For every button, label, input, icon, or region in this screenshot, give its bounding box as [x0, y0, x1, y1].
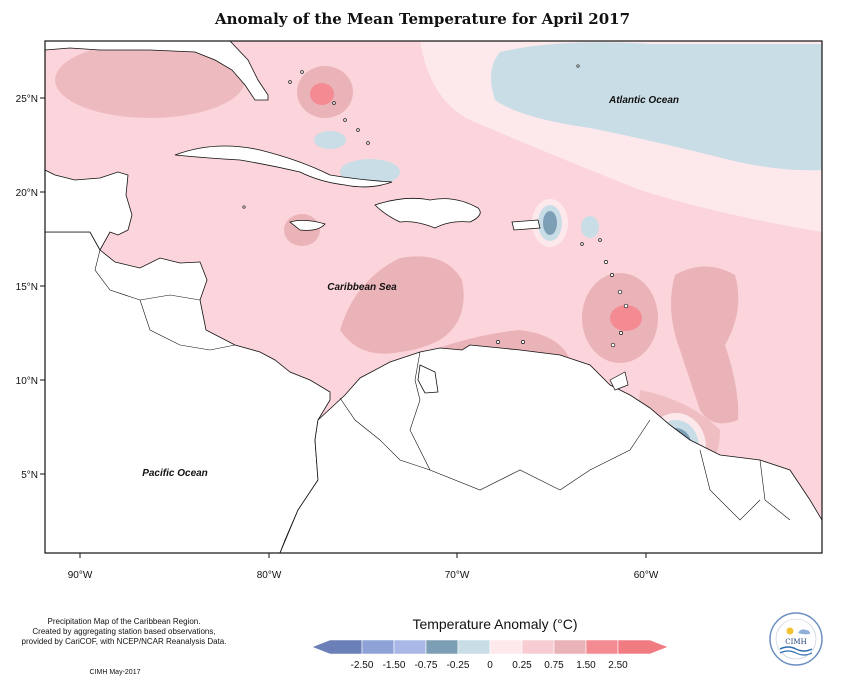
hispaniola	[374, 197, 481, 229]
logo-text: CIMH	[785, 638, 806, 646]
lat-tick-label: 20°N	[16, 188, 38, 199]
legend-tick-label: -0.75	[415, 660, 438, 671]
legend-tick-label: -0.25	[447, 660, 470, 671]
cimh-logo: CIMH	[769, 612, 823, 666]
legend-color-bin	[361, 639, 395, 655]
legend-tick-label: 2.50	[608, 660, 628, 671]
legend-tick-label: 0.25	[512, 660, 532, 671]
cuba	[174, 145, 393, 188]
lon-tick-label: 90°W	[68, 570, 93, 581]
virgin-islands-cool-patch	[581, 216, 599, 238]
legend-tick-label: 0.75	[544, 660, 564, 671]
legend-color-bin	[521, 639, 555, 655]
credit-line-1: Precipitation Map of the Caribbean Regio…	[47, 617, 201, 626]
cloud-icon	[798, 629, 810, 635]
pacific-ocean-label: Pacific Ocean	[142, 468, 208, 479]
legend-color-bin	[617, 639, 669, 655]
legend-tick-label: -2.50	[351, 660, 374, 671]
legend-title: Temperature Anomaly (°C)	[412, 616, 578, 632]
bahamas-hot-spot	[310, 83, 334, 105]
lat-tick-label: 25°N	[16, 94, 38, 105]
legend-color-bin	[311, 639, 363, 655]
atlantic-ocean-label: Atlantic Ocean	[608, 95, 679, 106]
legend-tick-label: 1.50	[576, 660, 596, 671]
sun-icon	[786, 627, 794, 635]
color-legend-bar: -2.50 -1.50 -0.75 -0.25 0 0.25 0.75 1.50 2.50	[311, 639, 669, 671]
lat-tick-label: 15°N	[16, 282, 38, 293]
jamaica	[289, 220, 326, 231]
legend-color-bin	[393, 639, 427, 655]
legend-color-bin	[425, 639, 459, 655]
legend-color-bin	[457, 639, 491, 655]
small-islands	[242, 64, 629, 391]
caribbean-warm-patch	[340, 256, 464, 354]
south-america-landmass	[279, 344, 822, 553]
puerto-rico	[511, 219, 541, 231]
lon-tick-label: 70°W	[445, 570, 470, 581]
paria-peninsula	[417, 364, 439, 394]
antilles-hot-spot	[610, 305, 642, 331]
credit-line-2: Created by aggregating station based obs…	[32, 627, 216, 636]
map-frame	[44, 40, 823, 554]
atlantic-cool-patch	[491, 42, 822, 171]
lat-tick-label: 10°N	[16, 376, 38, 387]
map-field: Atlantic Ocean Caribbean Sea Pacific Oce…	[45, 41, 822, 553]
credit-text: Precipitation Map of the Caribbean Regio…	[14, 617, 234, 647]
caribbean-sea-label: Caribbean Sea	[327, 282, 397, 293]
lat-tick-label: 5°N	[21, 470, 38, 481]
lon-tick-label: 80°W	[257, 570, 282, 581]
atlantic-warm-tongue	[671, 266, 739, 424]
wave-icon	[779, 646, 813, 652]
lon-tick-label: 60°W	[634, 570, 659, 581]
yucatan-landmass	[45, 169, 133, 251]
latitude-axis: 25°N 20°N 15°N 10°N 5°N	[16, 94, 45, 481]
puerto-rico-cold-spot	[543, 211, 557, 235]
legend-color-bin	[585, 639, 619, 655]
legend-tick-label: 0	[487, 660, 493, 671]
credit-line-3: provided by CariCOF, with NCEP/NCAR Rean…	[21, 637, 227, 646]
gulf-warm-patch	[55, 42, 245, 118]
issue-stamp: CIMH May-2017	[89, 669, 141, 676]
country-borders	[94, 249, 791, 521]
us-gulf-coast	[45, 41, 269, 101]
legend-color-bin	[553, 639, 587, 655]
longitude-axis: 90°W 80°W 70°W 60°W	[68, 553, 659, 581]
legend-tick-label: -1.50	[383, 660, 406, 671]
legend-color-bin	[489, 639, 523, 655]
map-title: Anomaly of the Mean Temperature for Apri…	[214, 10, 631, 28]
cuba-north-cool-patch	[314, 131, 346, 149]
